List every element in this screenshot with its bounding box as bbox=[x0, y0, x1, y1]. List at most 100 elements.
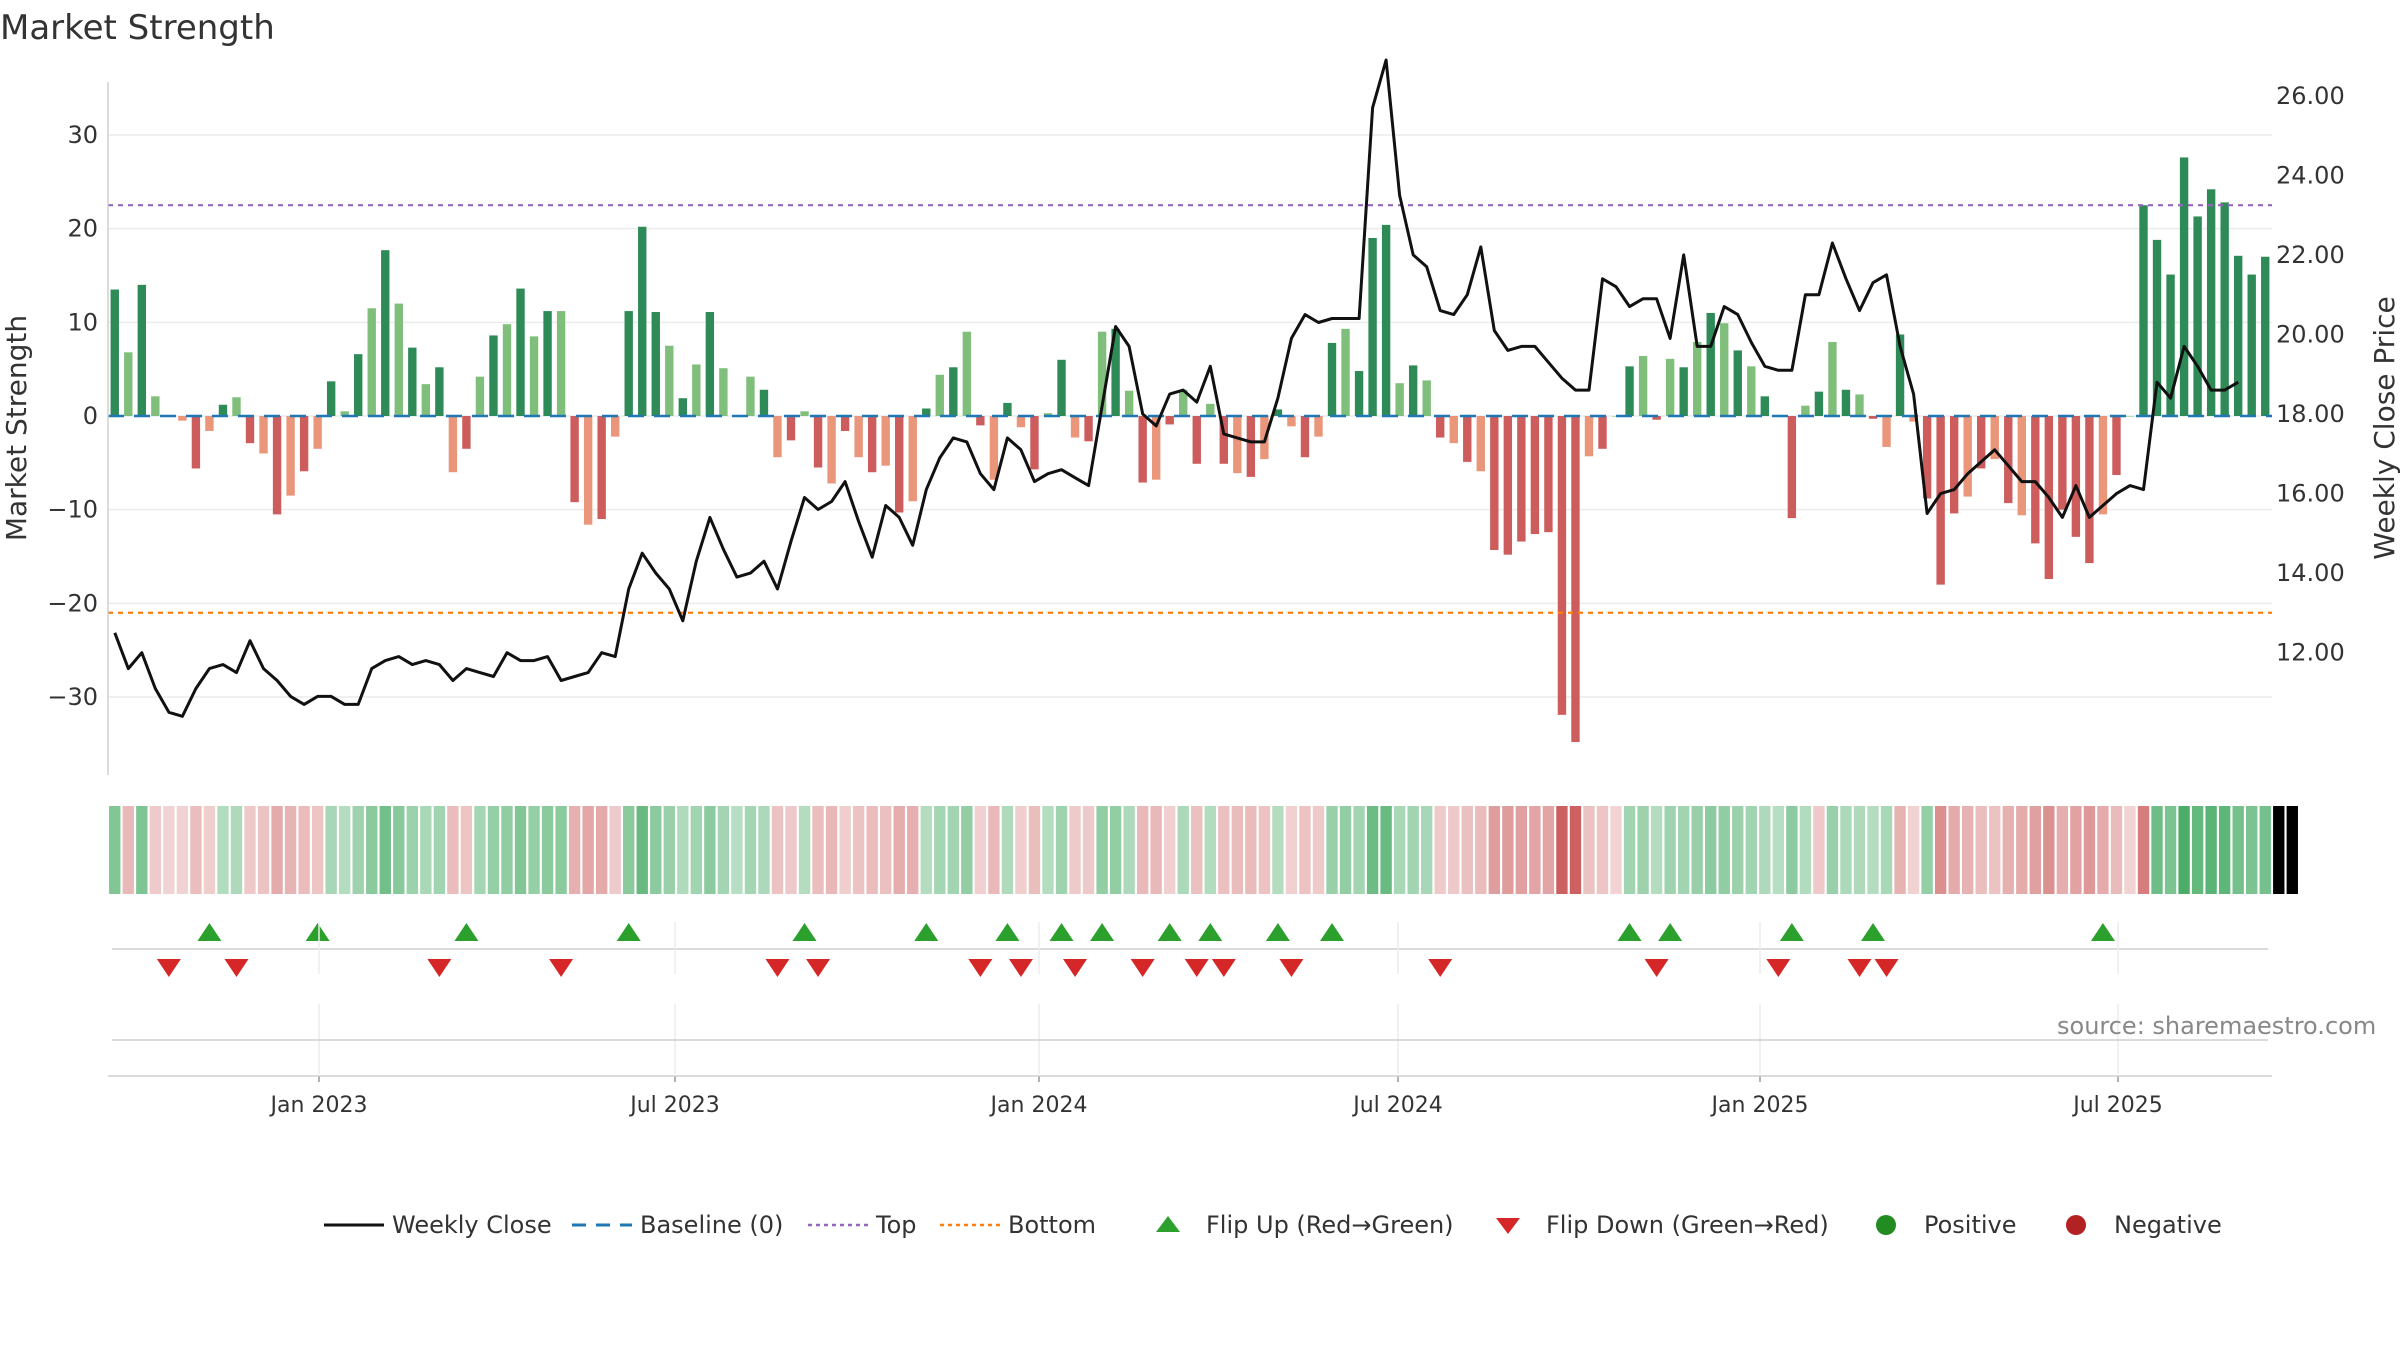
strip-cell bbox=[1705, 806, 1717, 894]
strength-bar bbox=[110, 289, 119, 416]
y2-tick-label: 16.00 bbox=[2276, 480, 2345, 508]
strip-cell bbox=[650, 806, 662, 894]
strip-cell bbox=[1353, 806, 1365, 894]
strip-cell bbox=[1732, 806, 1744, 894]
strip-cell bbox=[880, 806, 892, 894]
strip-cell bbox=[311, 806, 324, 894]
strip-cell bbox=[1123, 806, 1135, 894]
flip-up-marker bbox=[792, 923, 817, 941]
strip-cell bbox=[190, 806, 202, 894]
strip-cell bbox=[636, 806, 648, 894]
strength-bar bbox=[2017, 416, 2026, 516]
strength-bar bbox=[1503, 416, 1513, 555]
strip-cell bbox=[609, 806, 621, 894]
strip-cell bbox=[1312, 806, 1325, 894]
strip-cell bbox=[1475, 806, 1487, 894]
strength-bar bbox=[1787, 416, 1797, 519]
flip-down-marker bbox=[1279, 959, 1304, 977]
strip-cell bbox=[623, 806, 635, 894]
strip-cell bbox=[271, 806, 283, 894]
flip-down-marker bbox=[1847, 959, 1872, 977]
flip-up-marker bbox=[1090, 923, 1115, 941]
strip-cell bbox=[1393, 806, 1406, 894]
strength-bar bbox=[124, 352, 133, 416]
strip-cell bbox=[731, 806, 743, 894]
legend-label: Bottom bbox=[1008, 1211, 1097, 1239]
strength-bar bbox=[1733, 350, 1742, 416]
strength-bar bbox=[1706, 312, 1715, 416]
strength-bar bbox=[245, 416, 255, 444]
strip-cell bbox=[961, 806, 973, 894]
strength-bar bbox=[651, 312, 660, 416]
strength-bar bbox=[759, 389, 769, 416]
y2-tick-label: 18.00 bbox=[2276, 400, 2345, 428]
legend-label: Flip Up (Red→Green) bbox=[1206, 1211, 1454, 1239]
legend-label: Top bbox=[876, 1211, 917, 1239]
strength-bar bbox=[570, 416, 579, 503]
strength-bar bbox=[1354, 371, 1364, 416]
strength-bar bbox=[1963, 416, 1972, 497]
strength-bars bbox=[110, 157, 2270, 743]
strip-cell bbox=[785, 806, 797, 894]
strength-bar bbox=[191, 416, 201, 469]
strip-cell bbox=[1272, 806, 1284, 894]
flip-up-marker bbox=[1320, 923, 1345, 941]
y2-tick-label: 14.00 bbox=[2276, 559, 2345, 587]
strength-bar bbox=[773, 416, 782, 458]
strip-cell bbox=[1191, 806, 1203, 894]
y2-tick-label: 12.00 bbox=[2276, 639, 2345, 667]
strength-bar bbox=[1463, 416, 1472, 462]
strength-bar bbox=[2220, 202, 2229, 416]
strip-cell bbox=[852, 806, 865, 894]
strength-bar bbox=[367, 308, 376, 416]
strip-cell bbox=[1150, 806, 1162, 894]
strip-cell bbox=[1596, 806, 1609, 894]
strip-cell bbox=[1366, 806, 1379, 894]
strength-bar bbox=[286, 416, 295, 496]
strength-bar bbox=[1638, 356, 1648, 416]
strip-cell bbox=[1921, 806, 1933, 894]
flip-up-marker bbox=[995, 923, 1020, 941]
flip-up-marker bbox=[1861, 923, 1886, 941]
y2-tick-label: 26.00 bbox=[2276, 82, 2345, 110]
legend-item-positive: Positive bbox=[1854, 1200, 2017, 1250]
strip-cell bbox=[771, 806, 784, 894]
strip-cell bbox=[866, 806, 878, 894]
negative-legend-icon bbox=[2066, 1215, 2086, 1235]
strength-bar bbox=[922, 408, 931, 416]
strength-bar bbox=[1895, 334, 1905, 416]
strength-bar bbox=[435, 367, 444, 416]
strength-bar bbox=[2098, 416, 2108, 515]
strip-cell bbox=[1934, 806, 1947, 894]
strip-cell bbox=[1448, 806, 1460, 894]
strength-bar bbox=[2071, 416, 2081, 537]
strip-cell bbox=[1772, 806, 1785, 894]
strength-bar bbox=[1720, 323, 1729, 416]
strength-bar bbox=[448, 416, 458, 473]
flip-up-marker bbox=[454, 923, 479, 941]
strip-cell bbox=[1042, 806, 1054, 894]
x-tick-label: Jan 2024 bbox=[989, 1093, 1088, 1118]
line-legend-icon bbox=[324, 1223, 384, 1227]
strip-cell bbox=[893, 806, 905, 894]
positive-legend-icon bbox=[1876, 1215, 1896, 1235]
strip-cell bbox=[582, 806, 594, 894]
strength-bar bbox=[665, 345, 674, 416]
strip-cell bbox=[1245, 806, 1257, 894]
strip-cell bbox=[257, 806, 270, 894]
strength-bar bbox=[1408, 365, 1418, 416]
strip-cell bbox=[1502, 806, 1514, 894]
strength-bar bbox=[2166, 274, 2175, 416]
strip-cell bbox=[1867, 806, 1879, 894]
strength-bar bbox=[908, 416, 917, 502]
flip-down-marker bbox=[968, 959, 993, 977]
strength-bar bbox=[813, 416, 823, 468]
strip-cell bbox=[1569, 806, 1582, 894]
strip-cell bbox=[947, 806, 959, 894]
strength-bar bbox=[2112, 416, 2121, 476]
strip-cell bbox=[1542, 806, 1555, 894]
strength-bar bbox=[1990, 416, 1999, 460]
strip-cell bbox=[934, 806, 946, 894]
x-tick-label: Jul 2023 bbox=[628, 1093, 720, 1118]
strip-cell bbox=[1840, 806, 1852, 894]
